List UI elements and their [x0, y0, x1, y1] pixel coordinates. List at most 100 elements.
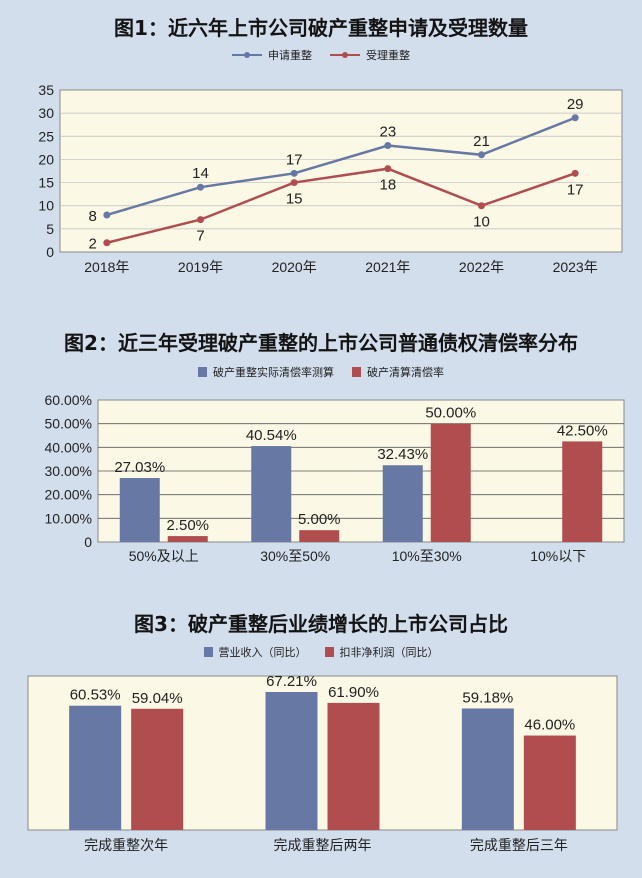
data-label: 60.53% [70, 687, 121, 704]
legend-swatch-red [352, 367, 361, 377]
x-tick-label: 10%以下 [530, 548, 586, 564]
legend-swatch-red [324, 647, 334, 657]
data-label: 8 [88, 208, 96, 225]
data-label: 5.00% [298, 511, 341, 528]
y-tick-label: 35 [38, 82, 54, 98]
data-point [103, 211, 111, 219]
bar [562, 441, 603, 542]
data-point [478, 151, 485, 159]
x-tick-label: 2019年 [178, 259, 223, 275]
data-label: 29 [567, 96, 584, 113]
chart3-legend-item-profit: 扣非净利润（同比） [324, 644, 439, 660]
data-label: 10 [473, 214, 490, 231]
data-label: 15 [286, 191, 303, 208]
bar [131, 708, 184, 830]
y-tick-label: 15 [38, 175, 54, 191]
bar-chart-repayment: 0 10.00% 20.00% 30.00% 40.00% 50.00% 60.00% 50%… [45, 392, 625, 564]
data-point [197, 216, 204, 224]
x-tick-label: 2021年 [365, 259, 410, 275]
chart3-legend-item-revenue: 营业收入（同比） [203, 644, 307, 660]
data-label: 59.18% [462, 689, 513, 706]
data-label: 67.21% [266, 673, 317, 690]
chart2-legend-label-reorg: 破产重整实际清偿率测算 [213, 366, 334, 379]
data-label: 50.00% [425, 405, 476, 422]
legend-swatch-blue [198, 367, 207, 377]
y-tick-label: 30 [38, 105, 54, 121]
y-tick-label: 0 [46, 244, 54, 260]
chart1-legend-label-apply: 申请重整 [268, 49, 312, 62]
bar [523, 735, 576, 830]
y-tick-label: 5 [46, 221, 54, 237]
data-label: 18 [379, 177, 396, 194]
data-point [103, 239, 111, 247]
chart2-legend-item-reorg: 破产重整实际清偿率测算 [198, 364, 334, 380]
x-tick-label: 完成重整后两年 [274, 837, 372, 853]
y-tick-label: 25 [38, 128, 54, 144]
chart2-legend-label-liquid: 破产清算清偿率 [367, 366, 444, 379]
y-tick-label: 40.00% [45, 439, 92, 455]
line-marker-icon [330, 52, 360, 58]
x-tick-label: 2022年 [459, 259, 504, 275]
chart1-legend: 申请重整 受理重整 [0, 47, 642, 63]
data-label: 23 [379, 124, 396, 141]
x-tick-label: 30%至50% [260, 548, 330, 564]
y-tick-label: 20.00% [45, 487, 92, 503]
data-label: 7 [196, 228, 204, 245]
y-tick-label: 50.00% [45, 416, 92, 432]
data-point [384, 165, 392, 173]
bar [251, 446, 292, 542]
chart1-legend-item-accept: 受理重整 [330, 47, 410, 63]
data-point [290, 169, 298, 177]
y-tick-label: 30.00% [45, 463, 92, 479]
chart1-title: 图1：近六年上市公司破产重整申请及受理数量 [114, 16, 528, 40]
legend-swatch-blue [203, 647, 213, 657]
y-tick-label: 10.00% [45, 510, 92, 526]
plot-area [59, 89, 623, 253]
x-tick-label: 50%及以上 [129, 548, 199, 564]
series-line [106, 116, 576, 217]
bar [461, 708, 514, 830]
chart2-legend-item-liquid: 破产清算清偿率 [352, 364, 444, 380]
data-label: 14 [192, 165, 209, 182]
plot-area [27, 675, 618, 831]
chart1-legend-label-accept: 受理重整 [366, 49, 410, 62]
chart3-title: 图3：破产重整后业绩增长的上市公司占比 [134, 612, 508, 636]
bar [382, 465, 423, 542]
data-label: 32.43% [377, 446, 428, 463]
bar [327, 702, 380, 830]
x-tick-label: 2020年 [272, 259, 317, 275]
x-tick-label: 完成重整后三年 [470, 837, 568, 853]
chart1-legend-item-apply: 申请重整 [232, 47, 312, 63]
data-label: 42.50% [557, 422, 608, 439]
x-tick-label: 2018年 [84, 259, 129, 275]
chart3-legend-label-profit: 扣非净利润（同比） [339, 646, 439, 659]
data-label: 2 [88, 236, 96, 253]
y-tick-label: 20 [38, 151, 54, 167]
data-point [571, 169, 579, 177]
chart3-legend-label-revenue: 营业收入（同比） [218, 646, 307, 659]
data-label: 27.03% [114, 459, 165, 476]
chart2-title: 图2：近三年受理破产重整的上市公司普通债权清偿率分布 [64, 331, 578, 355]
data-label: 17 [286, 151, 303, 168]
data-label: 46.00% [524, 717, 575, 734]
data-point [478, 202, 485, 210]
data-label: 2.50% [166, 517, 209, 534]
bar [119, 478, 160, 542]
y-tick-label: 0 [84, 534, 92, 550]
data-label: 17 [567, 181, 584, 198]
bar [265, 691, 318, 830]
data-label: 21 [473, 133, 490, 150]
chart3-legend: 营业收入（同比） 扣非净利润（同比） [0, 644, 642, 660]
data-label: 40.54% [246, 427, 297, 444]
x-tick-label: 2023年 [553, 259, 598, 275]
bar [69, 705, 122, 830]
data-label: 61.90% [328, 684, 379, 701]
y-tick-label: 10 [38, 198, 54, 214]
data-point [384, 142, 392, 150]
data-point [197, 183, 204, 191]
x-tick-label: 10%至30% [392, 548, 462, 564]
data-point [290, 179, 298, 187]
bar [299, 530, 340, 542]
series-line [106, 167, 576, 244]
